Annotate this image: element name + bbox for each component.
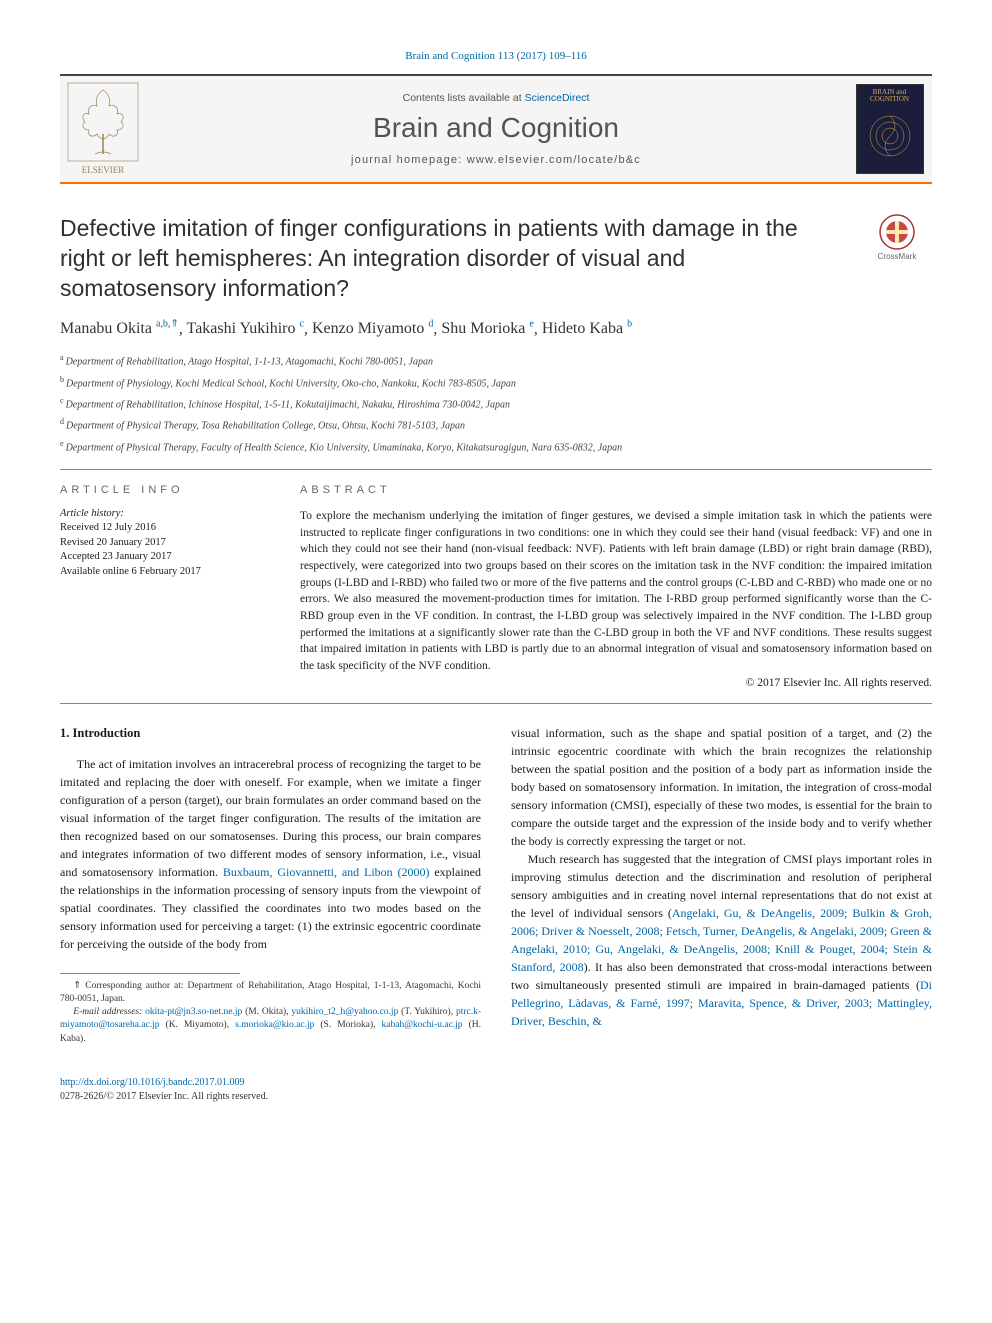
crossmark-label: CrossMark — [878, 252, 917, 261]
corr-author-line: ⇑ Corresponding author at: Department of… — [60, 980, 481, 1007]
divider — [60, 469, 932, 470]
affiliations-block: a Department of Rehabilitation, Atago Ho… — [60, 352, 932, 455]
cover-line2: COGNITION — [870, 96, 909, 103]
author: Hideto Kaba b — [542, 320, 632, 337]
history-label: Article history: — [60, 508, 260, 519]
column-left: 1. Introduction The act of imitation inv… — [60, 724, 481, 1046]
article-info: ARTICLE INFO Article history: Received 1… — [60, 484, 260, 689]
journal-header: ELSEVIER Contents lists available at Sci… — [60, 74, 932, 184]
cover-art-icon — [865, 111, 915, 161]
title-row: Defective imitation of finger configurat… — [60, 214, 932, 304]
citation-line: Brain and Cognition 113 (2017) 109–116 — [60, 50, 932, 62]
crossmark-icon — [879, 214, 915, 250]
email-link[interactable]: kabah@kochi-u.ac.jp — [382, 1020, 463, 1030]
sd-prefix: Contents lists available at — [403, 92, 525, 104]
email-line: E-mail addresses: okita-pt@jn3.so-net.ne… — [60, 1006, 481, 1046]
received-date: Received 12 July 2016 — [60, 521, 260, 536]
article-page: Brain and Cognition 113 (2017) 109–116 E… — [0, 0, 992, 1134]
affiliation: e Department of Physical Therapy, Facult… — [60, 438, 932, 455]
accepted-date: Accepted 23 January 2017 — [60, 550, 260, 565]
doi-link[interactable]: http://dx.doi.org/10.1016/j.bandc.2017.0… — [60, 1077, 245, 1088]
elsevier-tree-icon: ELSEVIER — [67, 82, 139, 177]
cover-thumbnail-box: BRAIN and COGNITION — [847, 76, 932, 182]
author: Kenzo Miyamoto d — [312, 320, 433, 337]
author: Manabu Okita a,b,⇑ — [60, 320, 179, 337]
journal-cover-icon: BRAIN and COGNITION — [856, 84, 924, 174]
header-center: Contents lists available at ScienceDirec… — [145, 76, 847, 182]
journal-homepage: journal homepage: www.elsevier.com/locat… — [351, 154, 641, 166]
journal-title: Brain and Cognition — [373, 112, 619, 144]
body-text: The act of imitation involves an intrace… — [60, 757, 481, 879]
sciencedirect-link[interactable]: ScienceDirect — [525, 92, 590, 104]
footnote-rule — [60, 973, 240, 974]
meta-row: ARTICLE INFO Article history: Received 1… — [60, 484, 932, 689]
email-link[interactable]: s.morioka@kio.ac.jp — [235, 1020, 314, 1030]
column-right: visual information, such as the shape an… — [511, 724, 932, 1046]
affiliation: d Department of Physical Therapy, Tosa R… — [60, 416, 932, 433]
crossmark-badge[interactable]: CrossMark — [862, 214, 932, 261]
doi-block: http://dx.doi.org/10.1016/j.bandc.2017.0… — [60, 1076, 932, 1104]
affiliation: a Department of Rehabilitation, Atago Ho… — [60, 352, 932, 369]
article-info-head: ARTICLE INFO — [60, 484, 260, 496]
author: Takashi Yukihiro c — [187, 320, 304, 337]
author-list: Manabu Okita a,b,⇑, Takashi Yukihiro c, … — [60, 318, 932, 341]
abstract-section: ABSTRACT To explore the mechanism underl… — [300, 484, 932, 689]
sciencedirect-line: Contents lists available at ScienceDirec… — [403, 92, 590, 104]
body-paragraph: Much research has suggested that the int… — [511, 850, 932, 1030]
affiliation: c Department of Rehabilitation, Ichinose… — [60, 395, 932, 412]
divider — [60, 703, 932, 704]
body-paragraph: visual information, such as the shape an… — [511, 724, 932, 850]
corresponding-footnote: ⇑ Corresponding author at: Department of… — [60, 980, 481, 1046]
author: Shu Morioka e — [441, 320, 533, 337]
abstract-text: To explore the mechanism underlying the … — [300, 508, 932, 675]
svg-text:ELSEVIER: ELSEVIER — [81, 165, 124, 175]
abstract-head: ABSTRACT — [300, 484, 932, 496]
affiliation: b Department of Physiology, Kochi Medica… — [60, 374, 932, 391]
body-columns: 1. Introduction The act of imitation inv… — [60, 724, 932, 1046]
intro-heading: 1. Introduction — [60, 724, 481, 743]
email-link[interactable]: okita-pt@jn3.so-net.ne.jp — [145, 1007, 242, 1017]
revised-date: Revised 20 January 2017 — [60, 536, 260, 551]
article-title: Defective imitation of finger configurat… — [60, 214, 842, 304]
publisher-logo: ELSEVIER — [60, 76, 145, 182]
email-link[interactable]: yukihiro_t2_h@yahoo.co.jp — [291, 1007, 398, 1017]
online-date: Available online 6 February 2017 — [60, 565, 260, 580]
intro-paragraph: The act of imitation involves an intrace… — [60, 755, 481, 953]
abstract-copyright: © 2017 Elsevier Inc. All rights reserved… — [300, 677, 932, 689]
issn-line: 0278-2626/© 2017 Elsevier Inc. All right… — [60, 1091, 268, 1102]
citation-link[interactable]: Buxbaum, Giovannetti, and Libon (2000) — [223, 865, 430, 879]
